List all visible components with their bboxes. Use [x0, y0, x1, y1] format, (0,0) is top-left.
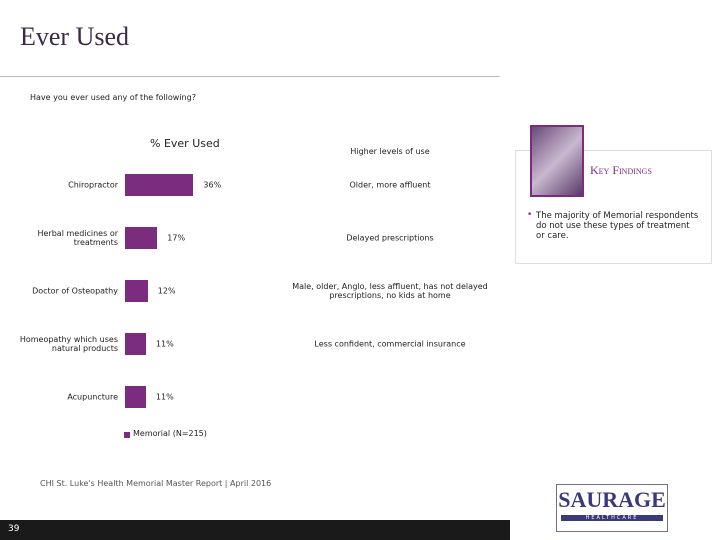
findings-title: Key Findings: [590, 163, 652, 177]
note: Male, older, Anglo, less affluent, has n…: [292, 282, 488, 300]
legend-label: Memorial (N=215): [133, 429, 207, 438]
notes-header: Higher levels of use: [350, 147, 430, 156]
value-label: 17%: [167, 233, 186, 243]
value-label: 11%: [155, 339, 174, 349]
bar: [125, 333, 146, 355]
title-rule: [0, 76, 500, 77]
value-label: 36%: [203, 180, 222, 190]
footer: CHI St. Luke's Health Memorial Master Re…: [40, 479, 272, 488]
findings-box: [515, 150, 712, 264]
value-label: 11%: [155, 392, 174, 402]
value-label: 12%: [157, 286, 176, 296]
logo-text: SAURAGE: [558, 487, 666, 512]
bottom-bar: [0, 520, 510, 540]
bullet-dot: •: [527, 210, 533, 220]
question: Have you ever used any of the following?: [30, 93, 196, 102]
findings-bullet: The majority of Memorial respondents do …: [536, 211, 699, 241]
category-label: Homeopathy which uses natural products: [19, 335, 118, 353]
chart-title: % Ever Used: [150, 137, 220, 150]
category-label: Herbal medicines or treatments: [37, 229, 119, 247]
note: Delayed prescriptions: [346, 233, 434, 243]
bar: [125, 227, 158, 249]
category-label: Acupuncture: [67, 392, 118, 402]
note: Older, more affluent: [349, 180, 431, 190]
page-number: 39: [8, 524, 20, 534]
slide-title: Ever Used: [20, 22, 130, 51]
bar: [125, 280, 148, 302]
findings-image: [530, 125, 584, 197]
bar: [125, 174, 194, 196]
bar: [125, 386, 146, 408]
legend-swatch: [124, 432, 130, 438]
logo: SAURAGE HEALTHCARE: [556, 484, 668, 532]
logo-sub: HEALTHCARE: [561, 515, 663, 521]
category-label: Doctor of Osteopathy: [32, 286, 118, 296]
category-label: Chiropractor: [68, 180, 118, 190]
note: Less confident, commercial insurance: [314, 339, 466, 349]
